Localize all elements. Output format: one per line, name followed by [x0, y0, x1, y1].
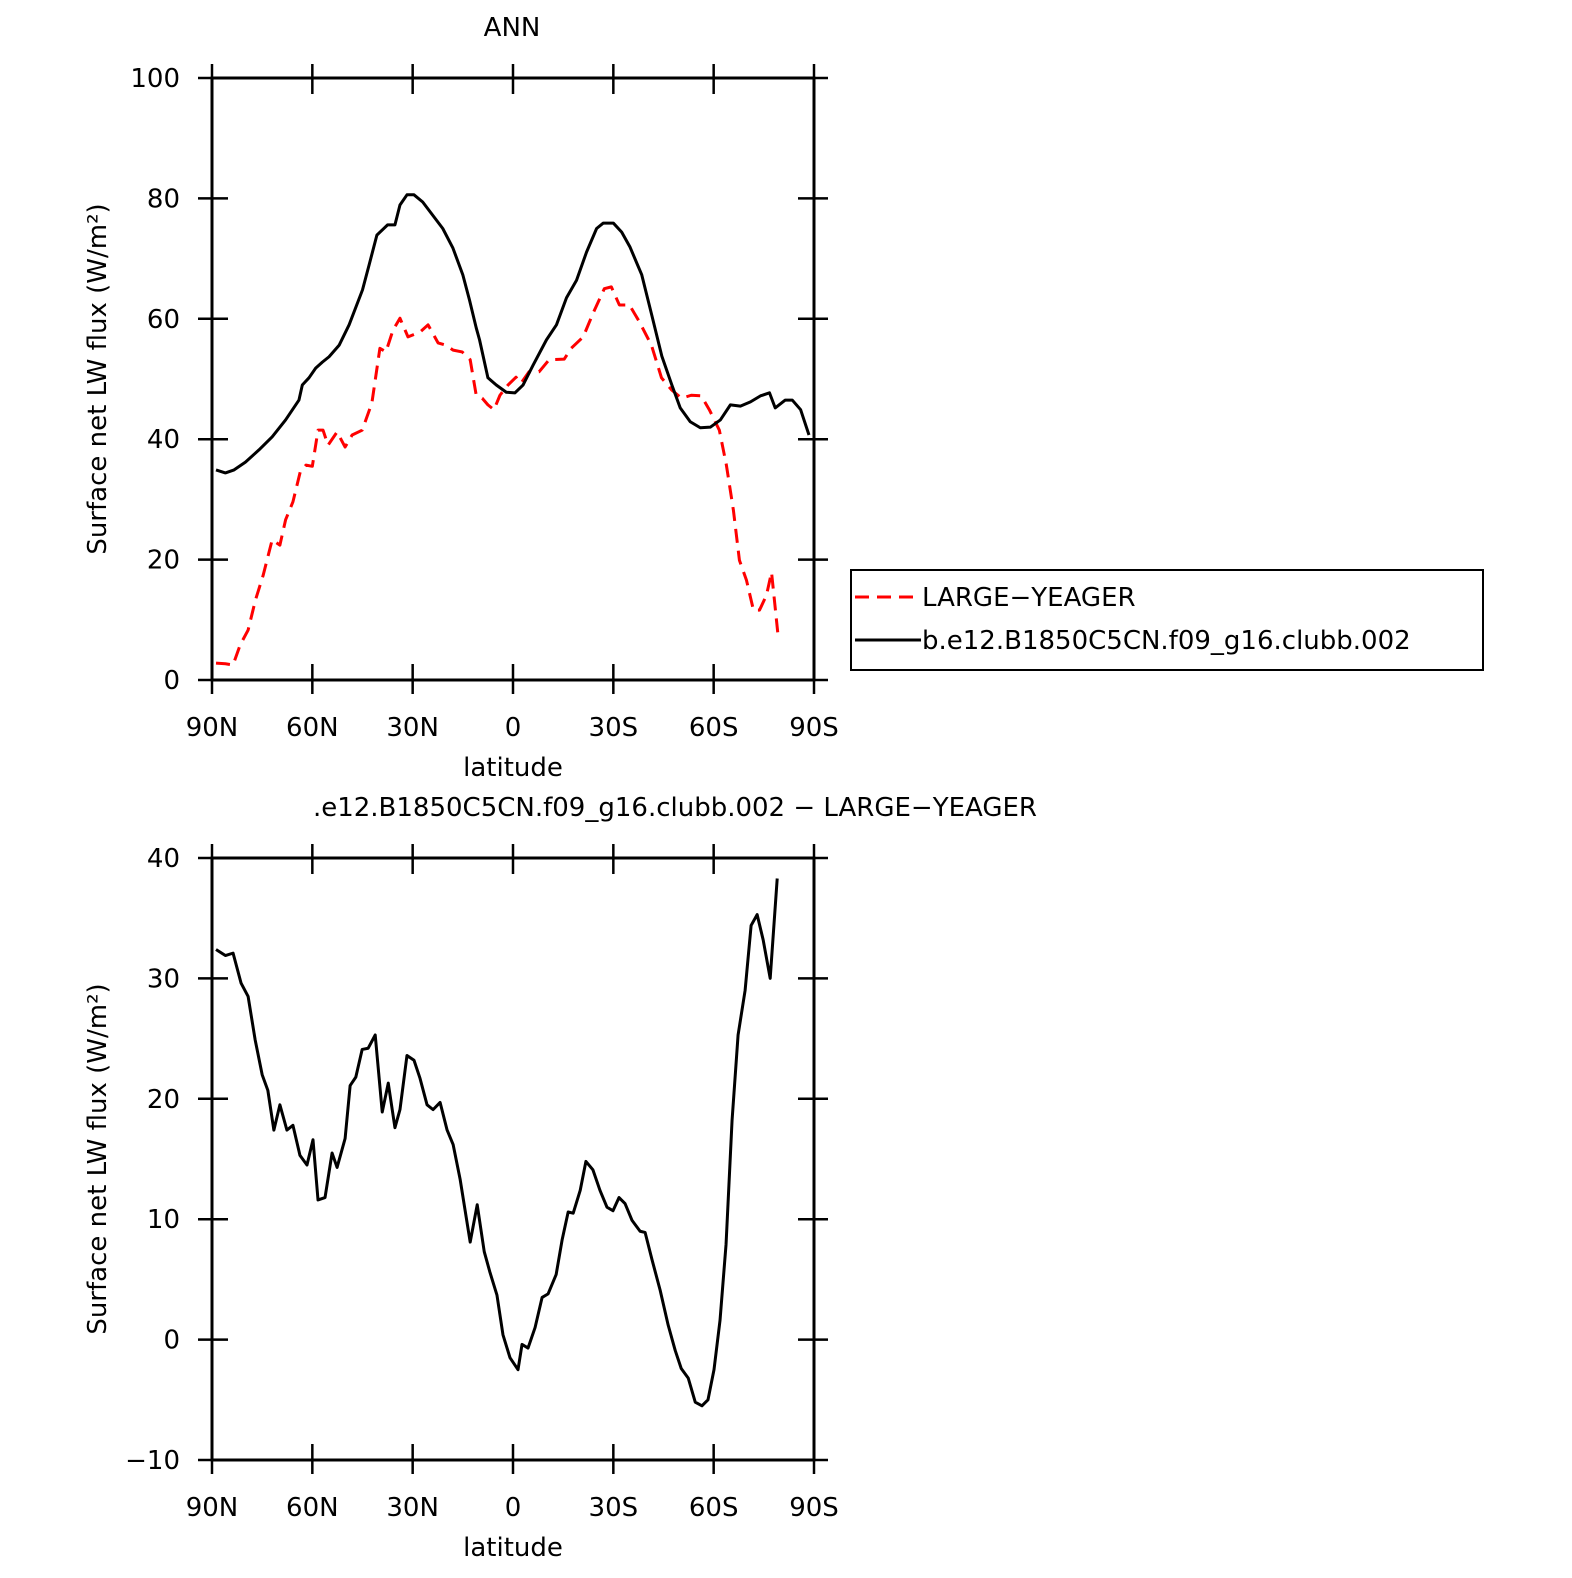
y-tick-label: 30 — [147, 964, 180, 994]
x-tick-label: 90N — [186, 1493, 239, 1523]
x-tick-label: 30S — [589, 713, 639, 743]
plot-frame — [210, 856, 816, 1462]
chart-title: .e12.B1850C5CN.f09_g16.clubb.002 − LARGE… — [313, 793, 1037, 823]
y-tick-label: 0 — [163, 666, 180, 696]
y-axis-label: Surface net LW flux (W/m²) — [83, 983, 113, 1334]
x-tick-label: 30N — [386, 1493, 439, 1523]
x-tick-label: 60S — [689, 1493, 739, 1523]
y-tick-label: 60 — [147, 305, 180, 335]
x-tick-label: 0 — [505, 1493, 522, 1523]
y-tick-label: 40 — [147, 425, 180, 455]
x-tick-label: 90S — [789, 713, 839, 743]
data-line — [215, 193, 811, 475]
y-axis-label: Surface net LW flux (W/m²) — [83, 203, 113, 554]
data-line — [215, 285, 781, 667]
y-tick-label: −10 — [125, 1446, 180, 1476]
data-line — [215, 878, 779, 1408]
y-tick-label: 80 — [147, 184, 180, 214]
x-tick-label: 0 — [505, 713, 522, 743]
y-tick-label: 0 — [163, 1326, 180, 1356]
plot-frame — [210, 76, 816, 682]
x-tick-label: 90N — [186, 713, 239, 743]
y-tick-label: 20 — [147, 546, 180, 576]
x-tick-label: 90S — [789, 1493, 839, 1523]
x-tick-label: 60S — [689, 713, 739, 743]
chart-title: ANN — [484, 13, 541, 43]
x-axis-label: latitude — [463, 1533, 563, 1563]
x-tick-label: 30N — [386, 713, 439, 743]
y-tick-label: 20 — [147, 1085, 180, 1115]
x-tick-label: 60N — [286, 713, 339, 743]
legend-box — [850, 569, 1484, 671]
y-tick-label: 100 — [130, 64, 180, 94]
y-tick-label: 40 — [147, 844, 180, 874]
y-tick-label: 10 — [147, 1205, 180, 1235]
legend-label: b.e12.B1850C5CN.f09_g16.clubb.002 — [922, 626, 1411, 656]
legend-label: LARGE−YEAGER — [922, 583, 1136, 613]
x-axis-label: latitude — [463, 753, 563, 783]
x-tick-label: 60N — [286, 1493, 339, 1523]
x-tick-label: 30S — [589, 1493, 639, 1523]
